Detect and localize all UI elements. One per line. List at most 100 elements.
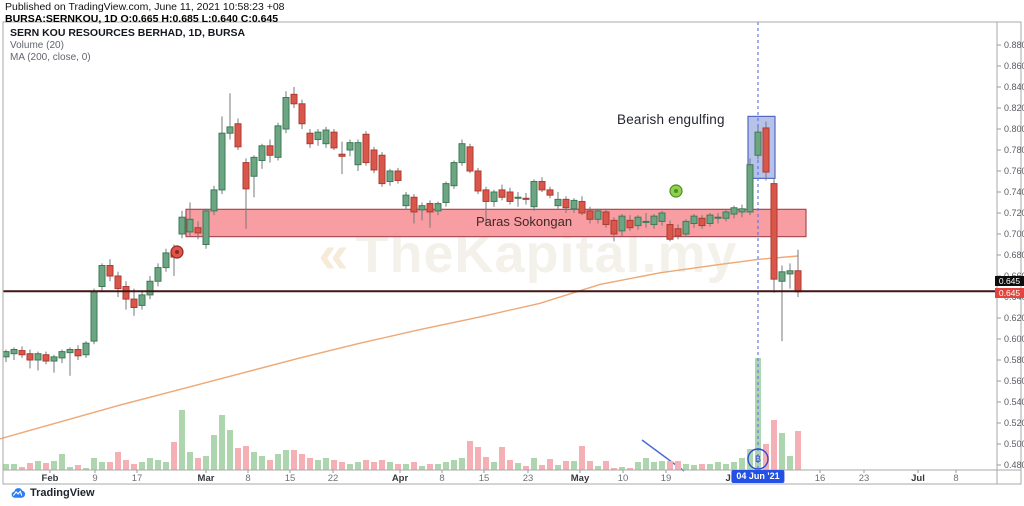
volume-bar xyxy=(707,464,713,470)
volume-bar xyxy=(283,450,289,470)
volume-bar xyxy=(619,467,625,470)
candle-body xyxy=(58,351,66,359)
candle-body xyxy=(674,228,682,237)
ma-200-line xyxy=(0,255,799,440)
candle-body xyxy=(330,131,338,149)
tradingview-brand[interactable]: TradingView xyxy=(9,486,95,499)
candle-body xyxy=(274,125,282,158)
candle-body xyxy=(34,353,42,361)
volume-bar xyxy=(507,460,513,470)
volume-bar xyxy=(267,460,273,470)
candle-body xyxy=(746,164,754,213)
volume-bar xyxy=(91,458,97,470)
volume-bar xyxy=(171,442,177,470)
volume-bar xyxy=(19,467,25,470)
candle-body xyxy=(738,208,746,213)
volume-bar xyxy=(467,441,473,470)
candle-body xyxy=(682,220,690,235)
candle-body xyxy=(130,298,138,309)
candle-body xyxy=(242,162,250,190)
candle-body xyxy=(570,199,578,210)
time-axis[interactable]: Feb 9 17 Mar 8 15 22 Apr 8 15 23 May 10 19 Jun 16 23 Jul 8 xyxy=(42,470,959,484)
volume-bar xyxy=(667,461,673,470)
price-tick-label: 0.500 xyxy=(1004,439,1024,449)
candle-body xyxy=(546,189,554,196)
volume-bar xyxy=(691,465,697,470)
candle-body xyxy=(450,162,458,187)
volume-bar xyxy=(635,462,641,470)
candle-body xyxy=(18,350,26,356)
time-tick-label: 17 xyxy=(132,473,143,484)
price-tick-label: 0.860 xyxy=(1004,61,1024,71)
volume-bar xyxy=(51,461,57,470)
candle-body xyxy=(610,219,618,235)
volume-bar xyxy=(643,458,649,470)
volume-bar xyxy=(107,462,113,470)
volume-bar xyxy=(219,415,225,470)
volume-bar xyxy=(491,462,497,470)
candle-body xyxy=(466,146,474,172)
volume-bar xyxy=(715,462,721,470)
candle-body xyxy=(346,142,354,151)
candle-body xyxy=(234,123,242,148)
time-tick-label: 22 xyxy=(328,473,339,484)
price-tick-label: 0.480 xyxy=(1004,460,1024,470)
candle-body xyxy=(530,181,538,208)
time-tick-label: Apr xyxy=(392,473,409,484)
candle-body xyxy=(410,196,418,213)
price-tick-label: 0.760 xyxy=(1004,166,1024,176)
candle-body xyxy=(42,354,50,362)
volume-bar xyxy=(131,464,137,470)
candle-body xyxy=(74,349,82,357)
price-axis[interactable]: 0.880 0.860 0.840 0.820 0.800 0.780 0.760 0.740… xyxy=(997,40,1024,470)
volume-bar xyxy=(163,462,169,470)
price-tick-label: 0.580 xyxy=(1004,355,1024,365)
volume-bar xyxy=(787,456,793,470)
time-tick-label: 15 xyxy=(479,473,490,484)
chart-frame-border xyxy=(2,21,1022,485)
candle-body xyxy=(282,97,290,130)
candle-body xyxy=(186,218,194,233)
candle-body xyxy=(442,183,450,204)
time-tick-label: Jun xyxy=(726,473,743,484)
candle-body xyxy=(642,220,650,223)
candle-body xyxy=(458,143,466,164)
volume-bar xyxy=(539,465,545,470)
candle-body xyxy=(162,252,170,269)
candle-body xyxy=(650,215,658,226)
volume-bar xyxy=(379,460,385,470)
candle-body xyxy=(562,198,570,209)
candle-body xyxy=(626,219,634,229)
volume-bar xyxy=(275,454,281,470)
candle-body xyxy=(10,349,18,355)
price-tick-label: 0.520 xyxy=(1004,418,1024,428)
volume-bar xyxy=(587,461,593,470)
candle-body xyxy=(82,342,90,356)
candle-body xyxy=(722,211,730,219)
price-tick-label: 0.800 xyxy=(1004,124,1024,134)
price-tick-label: 0.700 xyxy=(1004,229,1024,239)
candle-body xyxy=(2,351,10,358)
volume-bar xyxy=(675,461,681,470)
green-event-marker-dot xyxy=(674,189,678,193)
volume-bar xyxy=(99,462,105,470)
candle-body xyxy=(290,93,298,105)
price-tick-label: 0.660 xyxy=(1004,271,1024,281)
volume-bar xyxy=(187,452,193,470)
candle-body xyxy=(618,215,626,232)
time-tick-label: May xyxy=(571,473,590,484)
volume-bar xyxy=(531,458,537,470)
tradingview-cloud-icon xyxy=(11,488,26,498)
volume-bar xyxy=(739,458,745,470)
volume-bar xyxy=(371,462,377,470)
candle-body xyxy=(362,133,370,164)
candle-body xyxy=(154,267,162,282)
candle-body xyxy=(298,103,306,125)
candle-body xyxy=(226,126,234,134)
volume-bar xyxy=(555,465,561,470)
candle-body xyxy=(794,270,802,293)
volume-circle-annotation[interactable] xyxy=(747,448,769,470)
volume-bar xyxy=(339,462,345,470)
candle-body xyxy=(402,194,410,207)
